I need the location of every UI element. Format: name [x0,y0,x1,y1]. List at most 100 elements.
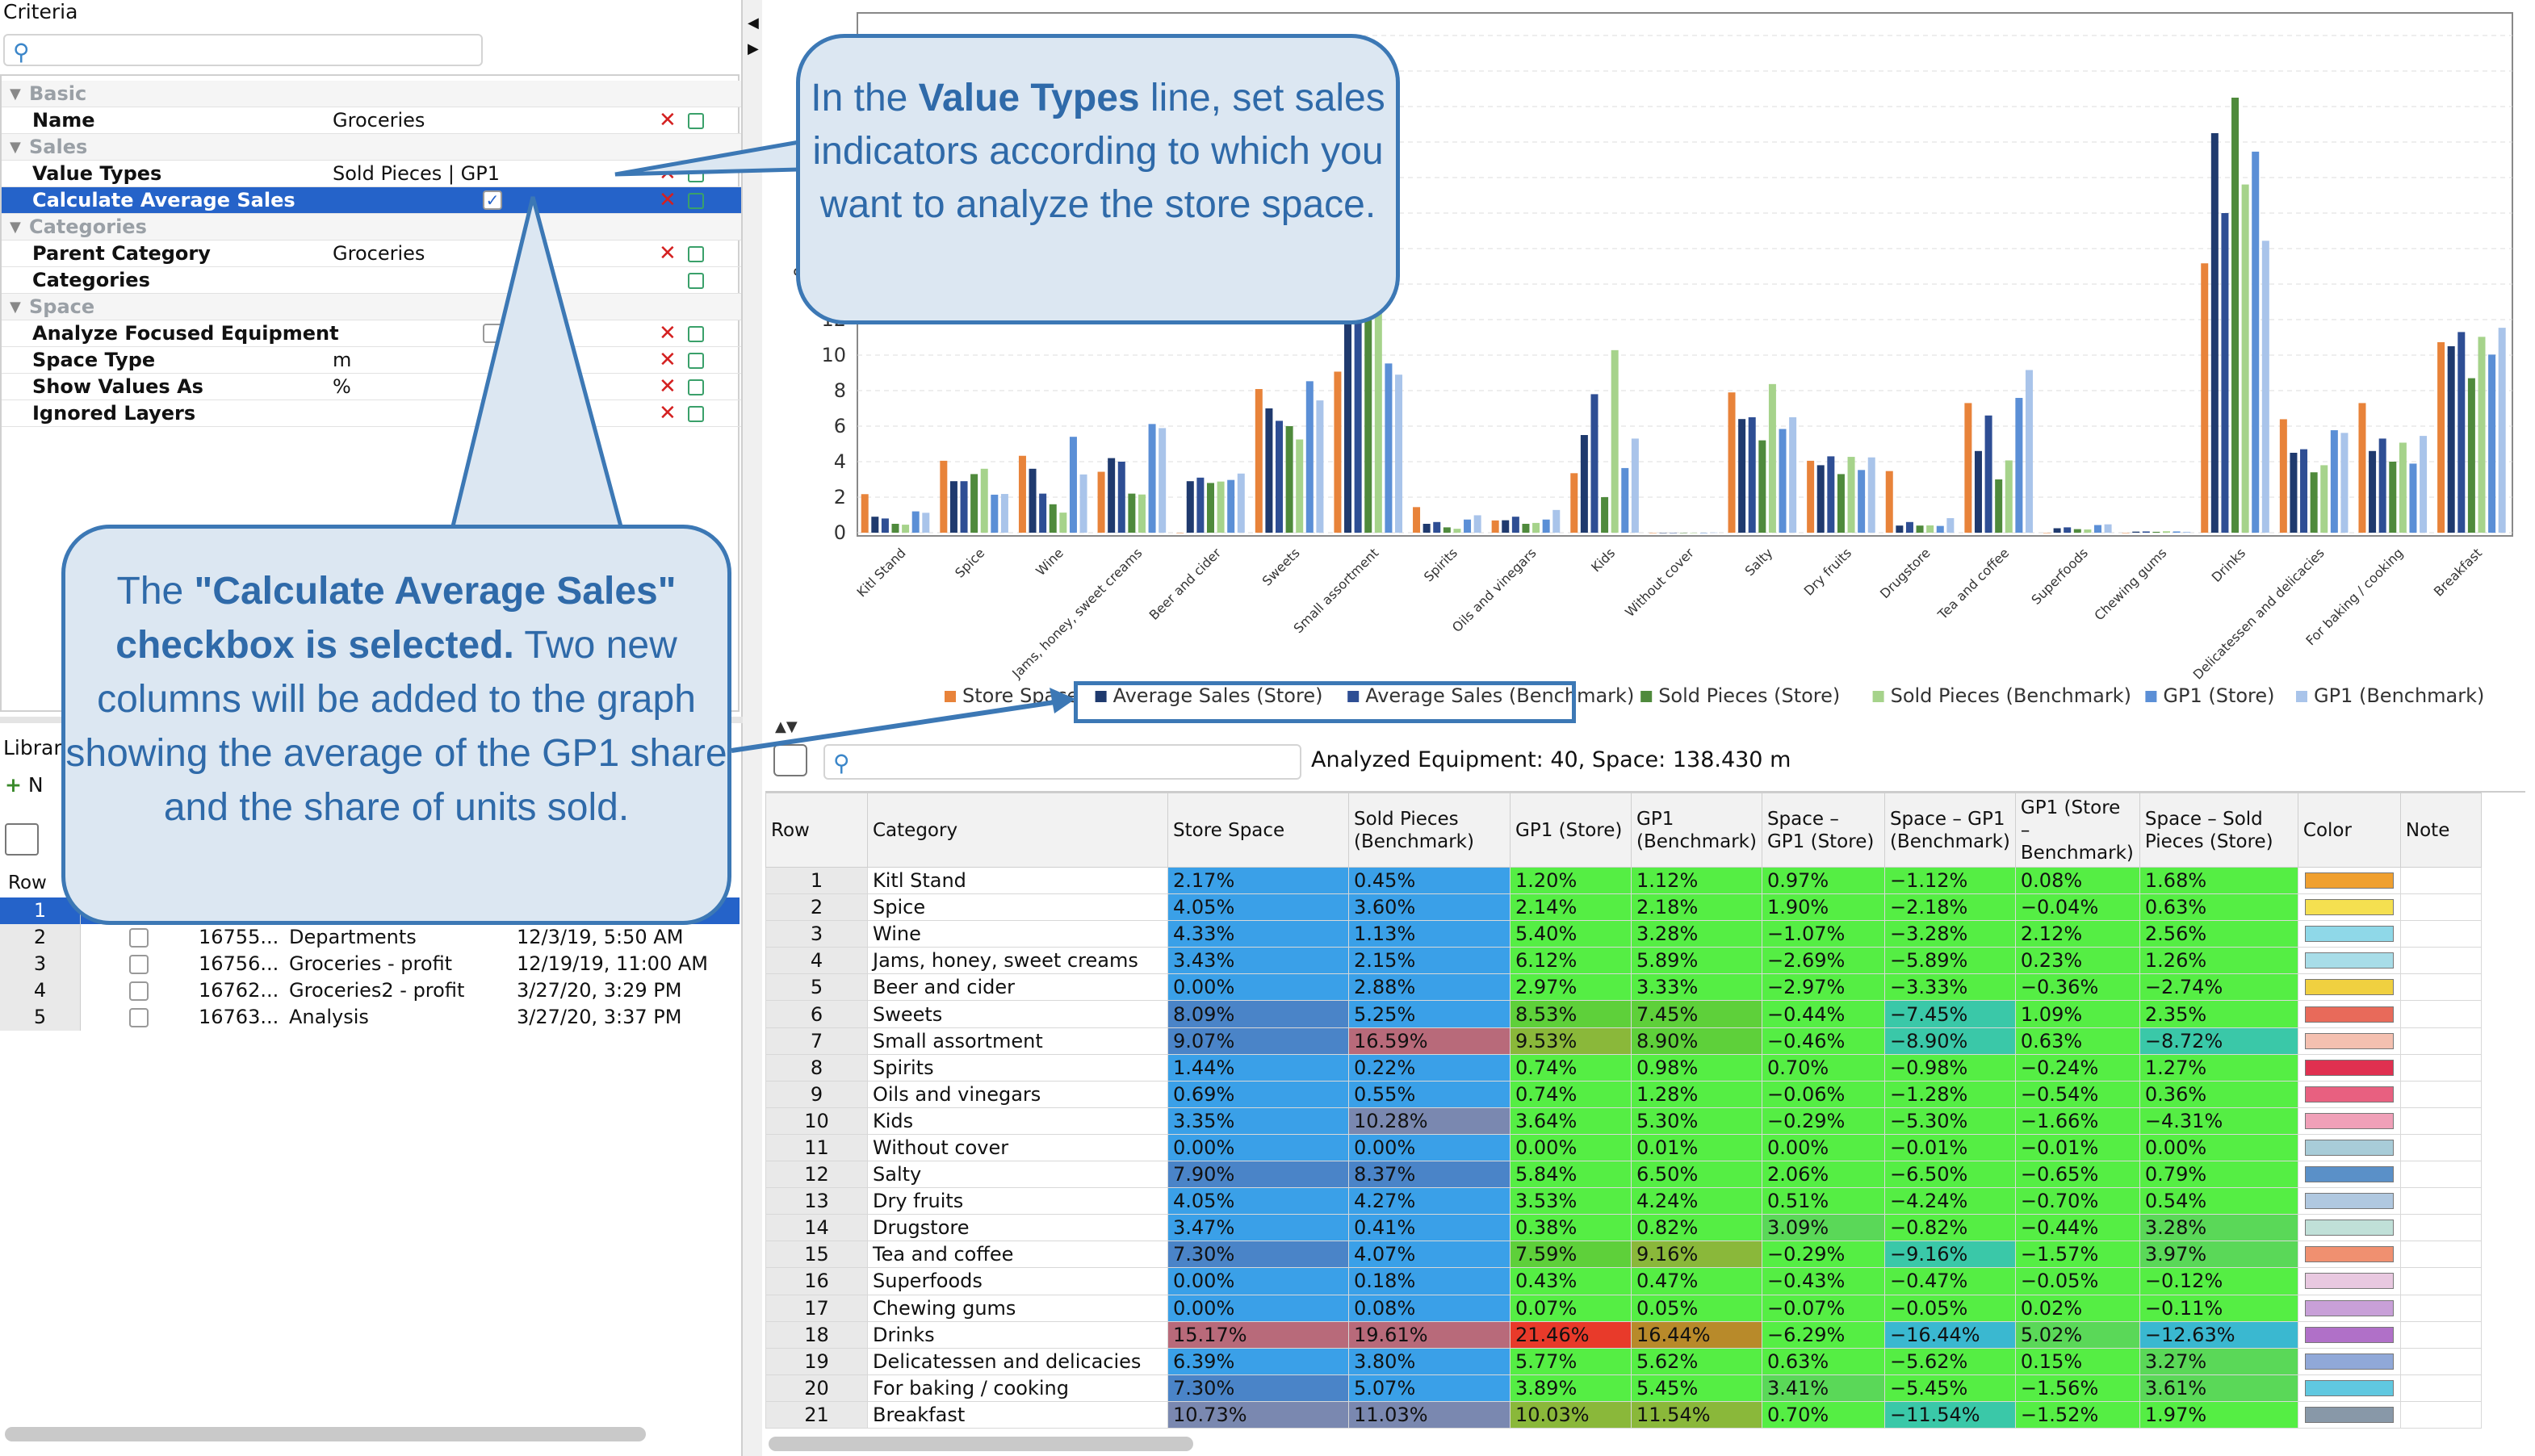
note-cell[interactable] [2399,1400,2482,1429]
color-swatch[interactable] [2297,973,2401,1002]
table-row[interactable]: 5 Beer and cider 0.00% 2.88% 2.97% 3.33% −2.97… [765,973,2482,1002]
legend-entry[interactable]: Sold Pieces (Store) [1658,684,1840,707]
clear-icon[interactable]: ✕ [659,401,677,425]
copy-icon[interactable] [688,273,704,289]
table-row[interactable]: 2 Spice 4.05% 3.60% 2.14% 2.18% 1.90% −2.18% −0.… [765,893,2482,922]
property-value[interactable]: % [333,375,351,398]
legend-entry[interactable]: Average Sales (Store) [1113,684,1323,707]
calculate-average-sales-checkbox[interactable]: ✓ [483,190,502,210]
note-cell[interactable] [2399,866,2482,895]
table-row[interactable]: 20 For baking / cooking 7.30% 5.07% 3.89% 5.4… [765,1374,2482,1402]
table-row[interactable]: 12 Salty 7.90% 8.37% 5.84% 6.50% 2.06% −6.50% −0… [765,1161,2482,1189]
color-swatch[interactable] [2297,1400,2401,1429]
note-cell[interactable] [2399,1080,2482,1108]
checklist-icon[interactable] [5,823,39,856]
table-row[interactable]: 18 Drinks 15.17% 19.61% 21.46% 16.44% −6.29% −1… [765,1320,2482,1349]
collapse-triangle-icon[interactable]: ▼ [10,139,21,156]
property-show-values-as[interactable]: Show Values As% ✕ [2,374,741,400]
column-header[interactable]: Row [765,793,868,868]
group-sales[interactable]: ▼ Sales [2,134,741,161]
table-row[interactable]: 13 Dry fruits 4.05% 4.27% 3.53% 4.24% 0.51% −4.… [765,1187,2482,1215]
color-swatch[interactable] [2297,893,2401,922]
color-swatch[interactable] [2297,1080,2401,1108]
legend-entry[interactable]: Average Sales (Benchmark) [1365,684,1634,707]
horizontal-scrollbar[interactable] [5,1427,646,1441]
legend-entry[interactable]: Sold Pieces (Benchmark) [1891,684,2131,707]
property-calculate-average-sales[interactable]: Calculate Average Sales ✓ ✕ [2,187,741,214]
horizontal-scrollbar[interactable] [769,1437,1193,1451]
table-row[interactable]: 10 Kids 3.35% 10.28% 3.64% 5.30% −0.29% −5.30% −… [765,1107,2482,1135]
new-button[interactable]: + N [5,773,53,809]
property-analyze-focused-equipment[interactable]: Analyze Focused Equipment ✕ [2,320,741,347]
calendar-icon[interactable] [773,744,807,776]
library-row[interactable]: 4 16762... Groceries2 - profit 3/27/20, 3:2… [0,977,740,1004]
note-cell[interactable] [2399,1320,2482,1349]
library-tab[interactable]: Librar [3,736,62,759]
legend-entry[interactable]: GP1 (Benchmark) [2314,684,2484,707]
row-checkbox[interactable] [129,928,149,948]
collapse-triangle-icon[interactable]: ▼ [10,299,21,316]
splitter[interactable]: ◀ ▶ [743,0,762,1456]
group-categories[interactable]: ▼ Categories [2,214,741,241]
property-value[interactable]: m [333,349,352,371]
property-value[interactable]: Groceries [333,242,425,265]
resize-arrows-icon[interactable]: ▲▼ [775,718,798,735]
collapse-triangle-icon[interactable]: ▼ [10,86,21,103]
table-row[interactable]: 1 Kitl Stand 2.17% 0.45% 1.20% 1.12% 0.97% −1.1… [765,866,2482,895]
group-space[interactable]: ▼ Space [2,294,741,320]
column-header[interactable]: Category [867,793,1168,868]
note-cell[interactable] [2399,1294,2482,1322]
library-row[interactable]: 3 16756... Groceries - profit 12/19/19, 11:… [0,951,740,977]
property-name[interactable]: Name Groceries ✕ [2,107,741,134]
copy-icon[interactable] [688,379,704,395]
row-checkbox[interactable] [129,1008,149,1027]
color-swatch[interactable] [2297,1161,2401,1189]
color-swatch[interactable] [2297,1214,2401,1242]
collapse-left-icon[interactable]: ◀ [748,15,759,31]
table-row[interactable]: 9 Oils and vinegars 0.69% 0.55% 0.74% 1.28% −0… [765,1080,2482,1108]
copy-icon[interactable] [688,353,704,369]
copy-icon[interactable] [688,326,704,342]
table-row[interactable]: 16 Superfoods 0.00% 0.18% 0.43% 0.47% −0.43% −0… [765,1267,2482,1295]
table-row[interactable]: 11 Without cover 0.00% 0.00% 0.00% 0.01% 0.00%… [765,1133,2482,1162]
column-header[interactable]: GP1 (Store) [1510,793,1632,868]
clear-icon[interactable]: ✕ [659,348,677,372]
column-header[interactable]: Store Space [1167,793,1349,868]
column-header[interactable]: Space – Sold Pieces (Store) [2139,793,2298,868]
color-swatch[interactable] [2297,1347,2401,1375]
note-cell[interactable] [2399,1133,2482,1162]
note-cell[interactable] [2399,920,2482,948]
copy-icon[interactable] [688,246,704,262]
table-row[interactable]: 14 Drugstore 3.47% 0.41% 0.38% 0.82% 3.09% −0.8… [765,1214,2482,1242]
library-row[interactable]: 5 16763... Analysis 3/27/20, 3:37 PM [0,1004,740,1031]
note-cell[interactable] [2399,1347,2482,1375]
note-cell[interactable] [2399,1241,2482,1269]
note-cell[interactable] [2399,1000,2482,1028]
clear-icon[interactable]: ✕ [659,321,677,345]
column-header[interactable]: GP1 (Store – Benchmark) [2014,793,2140,868]
color-swatch[interactable] [2297,920,2401,948]
note-cell[interactable] [2399,1267,2482,1295]
legend-entry[interactable]: GP1 (Store) [2163,684,2274,707]
library-row[interactable]: 2 16755... Departments 12/3/19, 5:50 AM [0,924,740,951]
property-ignored-layers[interactable]: Ignored Layers ✕ [2,400,741,427]
column-header[interactable]: Note [2399,793,2482,868]
note-cell[interactable] [2399,1214,2482,1242]
clear-icon[interactable]: ✕ [659,108,677,132]
note-cell[interactable] [2399,1107,2482,1135]
column-header[interactable]: Sold Pieces (Benchmark) [1348,793,1511,868]
note-cell[interactable] [2399,1187,2482,1215]
column-header[interactable]: Color [2297,793,2401,868]
table-row[interactable]: 4 Jams, honey, sweet creams 3.43% 2.15% 6.12… [765,947,2482,975]
row-checkbox[interactable] [129,981,149,1001]
criteria-search-input[interactable]: ⚲ [3,34,483,66]
expand-right-icon[interactable]: ▶ [748,40,759,57]
table-search-input[interactable]: ⚲ [823,744,1301,780]
property-value[interactable]: Sold Pieces | GP1 [333,162,500,185]
property-value[interactable]: Groceries [333,109,425,132]
note-cell[interactable] [2399,1027,2482,1055]
property-categories[interactable]: Categories [2,267,741,294]
column-header[interactable]: Space – GP1 (Benchmark) [1883,793,2016,868]
table-row[interactable]: 8 Spirits 1.44% 0.22% 0.74% 0.98% 0.70% −0.98% −… [765,1053,2482,1082]
